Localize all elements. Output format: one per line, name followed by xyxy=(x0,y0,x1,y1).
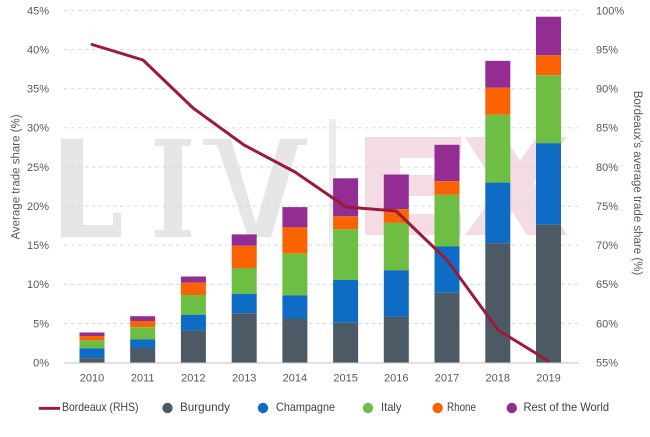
svg-text:2010: 2010 xyxy=(80,372,104,384)
svg-text:2018: 2018 xyxy=(486,372,510,384)
svg-text:5%: 5% xyxy=(33,318,49,330)
svg-text:80%: 80% xyxy=(596,162,618,174)
svg-text:Italy: Italy xyxy=(381,400,402,414)
svg-text:Average trade share (%): Average trade share (%) xyxy=(11,114,23,239)
svg-text:45%: 45% xyxy=(27,5,49,17)
svg-text:Bordeaux (RHS): Bordeaux (RHS) xyxy=(62,400,139,414)
svg-text:95%: 95% xyxy=(596,45,618,57)
svg-text:15%: 15% xyxy=(27,240,49,252)
svg-text:10%: 10% xyxy=(27,279,49,291)
svg-text:55%: 55% xyxy=(596,357,618,369)
svg-text:2011: 2011 xyxy=(131,372,155,384)
svg-text:60%: 60% xyxy=(596,318,618,330)
svg-text:2013: 2013 xyxy=(232,372,256,384)
svg-text:20%: 20% xyxy=(27,201,49,213)
svg-text:2012: 2012 xyxy=(181,372,205,384)
svg-text:25%: 25% xyxy=(27,162,49,174)
svg-text:30%: 30% xyxy=(27,123,49,135)
svg-text:Rhone: Rhone xyxy=(447,400,476,414)
svg-text:2015: 2015 xyxy=(333,372,357,384)
svg-text:Rest of the World: Rest of the World xyxy=(524,400,610,414)
svg-text:2017: 2017 xyxy=(435,372,459,384)
svg-text:Bordeaux’s average trade share: Bordeaux’s average trade share (%) xyxy=(631,91,643,276)
svg-text:40%: 40% xyxy=(27,45,49,57)
svg-text:2019: 2019 xyxy=(536,372,560,384)
svg-text:70%: 70% xyxy=(596,240,618,252)
svg-text:2016: 2016 xyxy=(384,372,408,384)
svg-text:2014: 2014 xyxy=(283,372,307,384)
svg-text:75%: 75% xyxy=(596,201,618,213)
svg-text:0%: 0% xyxy=(33,357,49,369)
svg-text:Burgundy: Burgundy xyxy=(180,400,230,414)
svg-text:85%: 85% xyxy=(596,123,618,135)
svg-text:100%: 100% xyxy=(596,5,624,17)
svg-text:35%: 35% xyxy=(27,84,49,96)
svg-text:Champagne: Champagne xyxy=(276,400,335,414)
svg-text:65%: 65% xyxy=(596,279,618,291)
svg-text:90%: 90% xyxy=(596,84,618,96)
